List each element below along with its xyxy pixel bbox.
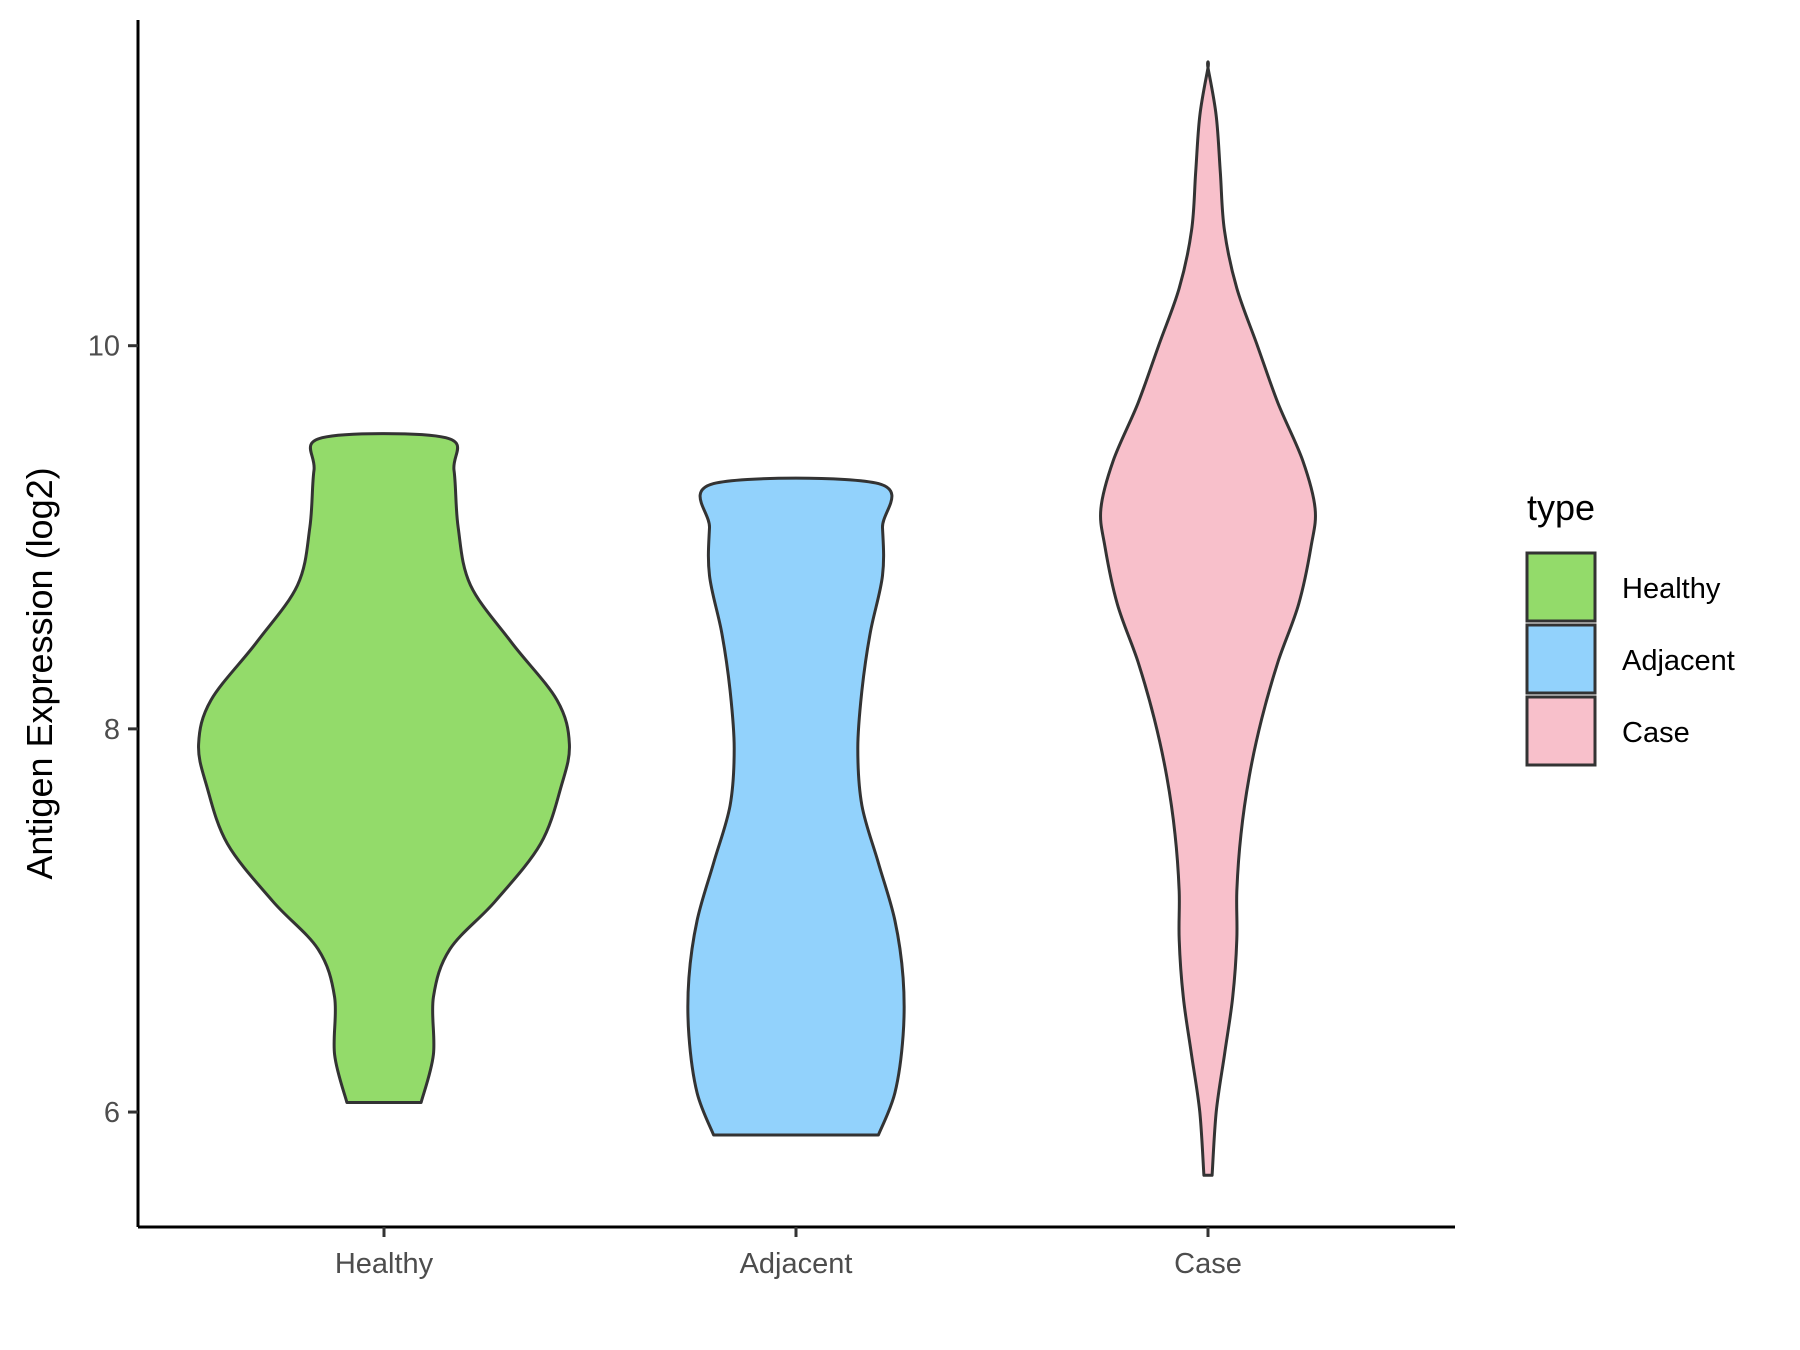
x-tick-label: Adjacent xyxy=(740,1248,853,1280)
legend-label-case: Case xyxy=(1622,717,1690,749)
y-tick-label: 10 xyxy=(88,331,120,363)
y-tick-label: 6 xyxy=(104,1097,120,1129)
legend-key-adjacent xyxy=(1525,623,1597,695)
legend-label-healthy: Healthy xyxy=(1622,573,1721,605)
legend: type Healthy Adjacent Case xyxy=(1525,487,1735,767)
y-tick-label: 8 xyxy=(104,714,120,746)
y-axis-title: Antigen Expression (log2) xyxy=(19,467,60,879)
x-ticks: Healthy Adjacent Case xyxy=(335,1227,1242,1280)
x-tick-label: Healthy xyxy=(335,1248,434,1280)
y-ticks: 6 8 10 xyxy=(88,331,138,1129)
legend-key-healthy xyxy=(1525,551,1597,623)
x-tick-label: Case xyxy=(1174,1248,1242,1280)
plot-area xyxy=(197,60,1317,1177)
legend-label-adjacent: Adjacent xyxy=(1622,645,1735,677)
legend-title: type xyxy=(1527,487,1595,528)
legend-items: Healthy Adjacent Case xyxy=(1525,551,1735,767)
axes: 6 8 10 Healthy Adjacent Case Antigen Express… xyxy=(19,20,1455,1280)
violin-healthy xyxy=(197,432,571,1104)
violin-case xyxy=(1099,60,1317,1177)
legend-key-case xyxy=(1525,695,1597,767)
violin-adjacent xyxy=(686,476,906,1137)
